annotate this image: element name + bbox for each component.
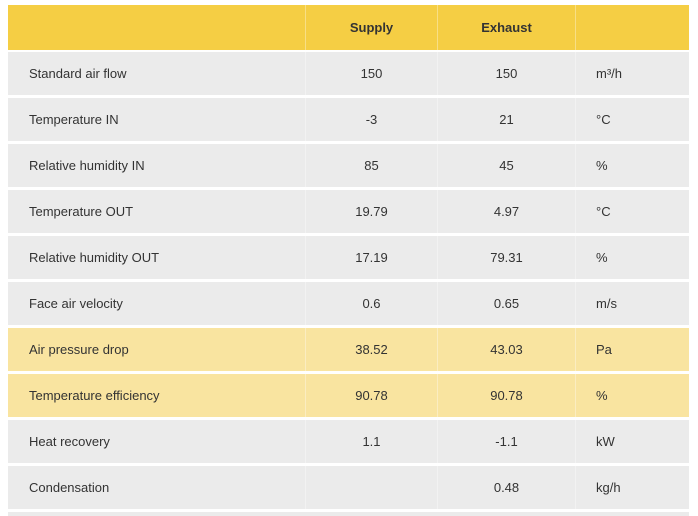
table-row: Temperature efficiency 90.78 90.78%: [8, 374, 689, 417]
row-supply: -3: [305, 98, 437, 141]
row-label: Air pressure drop: [29, 342, 129, 357]
row-exhaust: 0.48: [437, 466, 575, 509]
row-supply: 85: [305, 144, 437, 187]
row-exhaust: 43.03: [437, 328, 575, 371]
row-unit: m³/h: [575, 52, 689, 95]
row-label: Temperature OUT: [29, 204, 134, 219]
table-footer-strip: [8, 512, 689, 516]
row-supply: 17.19: [305, 236, 437, 279]
row-label: Temperature IN: [29, 112, 119, 127]
row-exhaust: 4.97: [437, 190, 575, 233]
table-row: Temperature IN -3 21 °C: [8, 98, 689, 141]
row-supply: 38.52: [305, 328, 437, 371]
header-unit: [575, 5, 689, 50]
row-exhaust: 45: [437, 144, 575, 187]
row-unit: %: [575, 144, 689, 187]
row-supply: 150: [305, 52, 437, 95]
row-supply: 19.79: [305, 190, 437, 233]
row-label: Condensation: [29, 480, 110, 495]
header-supply: Supply: [305, 5, 437, 50]
row-exhaust: -1.1: [437, 420, 575, 463]
table-row: Condensation 0.48 kg/h: [8, 466, 689, 509]
row-unit: Pa: [575, 328, 689, 371]
header-label: [8, 5, 305, 50]
row-unit: °C: [575, 98, 689, 141]
row-label: Temperature efficiency: [29, 388, 160, 403]
table-row: Relative humidity IN 85 45%: [8, 144, 689, 187]
row-label: Heat recovery: [29, 434, 110, 449]
row-exhaust: 0.65: [437, 282, 575, 325]
row-label: Relative humidity OUT: [29, 250, 160, 265]
row-supply: 1.1: [305, 420, 437, 463]
row-supply: 0.6: [305, 282, 437, 325]
row-label: Standard air flow: [29, 66, 127, 81]
row-unit: kW: [575, 420, 689, 463]
row-supply: 90.78: [305, 374, 437, 417]
row-exhaust: 79.31: [437, 236, 575, 279]
row-unit: %: [575, 236, 689, 279]
table-header: Supply Exhaust: [8, 5, 689, 50]
row-supply: [305, 466, 437, 509]
row-exhaust: 150: [437, 52, 575, 95]
table-row: Face air velocity 0.6 0.65 m/s: [8, 282, 689, 325]
table-row: Standard air flow 150 150 m³/h: [8, 52, 689, 95]
header-exhaust: Exhaust: [437, 5, 575, 50]
row-unit: m/s: [575, 282, 689, 325]
table-row: Temperature OUT 19.79 4.97 °C: [8, 190, 689, 233]
table-row: Air pressure drop 38.52 43.03 Pa: [8, 328, 689, 371]
row-label: Face air velocity: [29, 296, 123, 311]
row-label: Relative humidity IN: [29, 158, 145, 173]
row-exhaust: 90.78: [437, 374, 575, 417]
row-unit: kg/h: [575, 466, 689, 509]
row-unit: °C: [575, 190, 689, 233]
results-table: Supply Exhaust Standard air flow 150 150 m³…: [8, 5, 689, 516]
table-row: Heat recovery 1.1 -1.1 kW: [8, 420, 689, 463]
row-exhaust: 21: [437, 98, 575, 141]
row-unit: %: [575, 374, 689, 417]
table-row: Relative humidity OUT 17.19 79.31%: [8, 236, 689, 279]
